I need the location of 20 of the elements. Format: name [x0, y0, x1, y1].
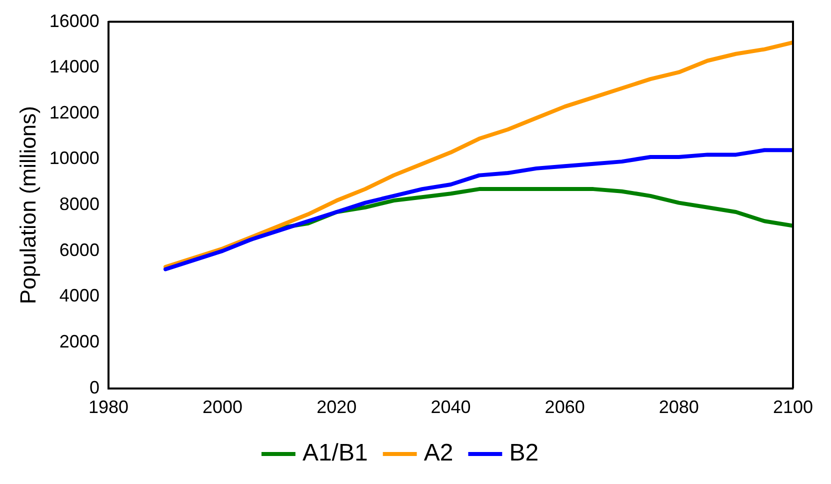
x-tick-label: 2060: [544, 397, 585, 418]
x-tick-label: 2100: [772, 397, 814, 418]
x-tick-label: 2040: [430, 397, 471, 418]
y-tick-label: 12000: [49, 102, 100, 122]
y-tick-label: 14000: [49, 56, 100, 77]
y-tick-label: 0: [89, 377, 100, 398]
legend-label: A2: [424, 440, 454, 467]
x-tick-label: 2080: [658, 397, 699, 418]
y-tick-label: 10000: [49, 148, 100, 168]
y-tick-label: 4000: [59, 286, 100, 306]
legend-label: B2: [509, 440, 539, 467]
y-tick-label: 8000: [59, 194, 100, 214]
y-tick-label: 16000: [49, 10, 100, 31]
x-tick-label: 2020: [316, 397, 357, 418]
x-tick-label: 2000: [202, 397, 243, 418]
x-tick-label: 1980: [88, 397, 128, 418]
y-tick-label: 2000: [59, 332, 100, 352]
y-axis-title: Population (millions): [15, 106, 40, 304]
y-tick-label: 6000: [59, 240, 100, 260]
legend-label: A1/B1: [302, 440, 368, 467]
